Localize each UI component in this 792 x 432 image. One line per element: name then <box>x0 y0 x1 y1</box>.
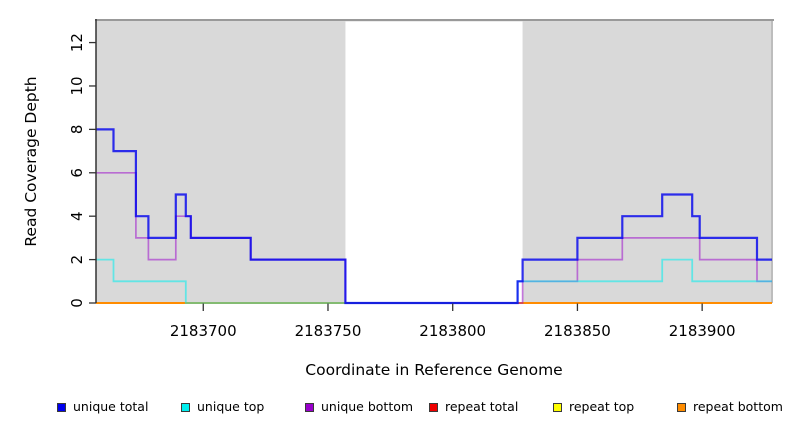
legend: unique total unique top unique bottom repea… <box>0 400 792 424</box>
legend-swatch-unique-top <box>181 402 190 412</box>
x-axis-title: Coordinate in Reference Genome <box>305 361 562 379</box>
legend-item-repeat-total: repeat total <box>429 400 518 414</box>
legend-item-unique-total: unique total <box>57 400 148 414</box>
y-tick-label: 2 <box>68 255 86 265</box>
series-line-unique-total <box>96 128 772 305</box>
legend-label-repeat-bottom: repeat bottom <box>693 399 783 414</box>
y-tick-label: 4 <box>68 211 86 221</box>
x-tick-label: 2183900 <box>669 322 736 340</box>
legend-swatch-repeat-top <box>553 402 562 412</box>
legend-label-unique-total: unique total <box>73 399 149 414</box>
legend-item-unique-top: unique top <box>181 400 264 414</box>
legend-swatch-unique-bottom <box>305 402 314 412</box>
axes: 0 2 4 6 8 10 12 2183700 2183750 2183800 2183850 218… <box>68 19 736 340</box>
x-tick-label: 2183800 <box>419 322 486 340</box>
y-tick-label: 10 <box>68 76 86 95</box>
legend-label-repeat-top: repeat top <box>569 399 635 414</box>
legend-item-unique-bottom: unique bottom <box>305 400 413 414</box>
legend-label-unique-top: unique top <box>197 399 265 414</box>
y-tick-label: 12 <box>68 33 86 52</box>
coverage-chart: 0 2 4 6 8 10 12 2183700 2183750 2183800 2183850 218… <box>22 19 774 379</box>
legend-swatch-repeat-bottom <box>677 402 686 412</box>
highlight-region <box>345 21 523 303</box>
y-tick-label: 8 <box>68 125 86 135</box>
y-tick-label: 6 <box>68 168 86 178</box>
series-lines <box>96 128 772 305</box>
x-tick-label: 2183750 <box>295 322 362 340</box>
y-axis-title: Read Coverage Depth <box>22 76 40 246</box>
legend-label-repeat-total: repeat total <box>445 399 519 414</box>
legend-swatch-repeat-total <box>429 402 438 412</box>
x-tick-label: 2183850 <box>544 322 611 340</box>
legend-item-repeat-bottom: repeat bottom <box>677 400 783 414</box>
legend-item-repeat-top: repeat top <box>553 400 634 414</box>
x-tick-label: 2183700 <box>170 322 237 340</box>
legend-swatch-unique-total <box>57 402 66 412</box>
y-tick-label: 0 <box>68 298 86 308</box>
plot-panel <box>95 19 774 303</box>
legend-label-unique-bottom: unique bottom <box>321 399 414 414</box>
